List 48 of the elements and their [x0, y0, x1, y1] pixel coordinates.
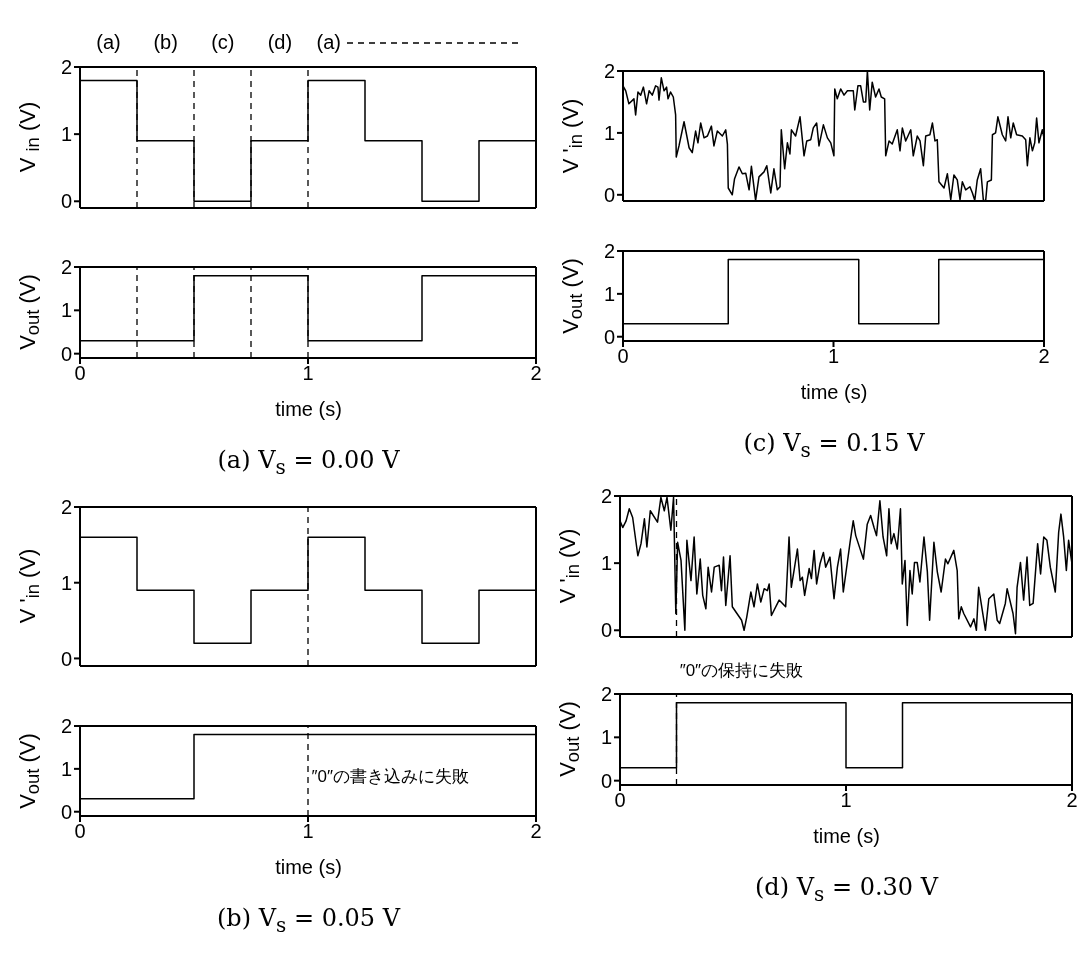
text: (d) [267, 31, 293, 53]
y-tick-label: 1 [603, 282, 615, 305]
x-axis-title: time (s) [799, 381, 869, 404]
y-tick-label: 1 [603, 122, 615, 144]
x-tick-label: 2 [1066, 789, 1077, 812]
y-tick-label: 2 [60, 715, 72, 738]
x-tick-label: 2 [1038, 345, 1050, 368]
x-tick-label: 2 [530, 820, 542, 843]
y-tick-label: 2 [603, 240, 615, 263]
x-tick-label: 2 [530, 362, 542, 385]
annotation: ″0″の書き込みに失敗 [311, 767, 469, 786]
y-tick-label: 1 [60, 757, 72, 780]
text: (b) [153, 31, 178, 53]
x-tick-label: 1 [302, 362, 314, 385]
text: (c) [211, 31, 235, 53]
text: ″0″の保持に失敗 [679, 661, 804, 680]
x-tick-label: 1 [827, 345, 840, 368]
text: (a) V$_{s}$ = 0.00 V [216, 446, 401, 479]
x-tick-label: 0 [74, 820, 86, 843]
y-tick-label: 0 [603, 183, 615, 206]
x-tick-label: 0 [74, 362, 86, 385]
x-axis-title: time (s) [274, 398, 343, 421]
y-tick-label: 1 [600, 726, 612, 749]
x-tick-label: 1 [302, 820, 314, 843]
y-tick-label: 1 [60, 123, 72, 146]
y-tick-label: 2 [60, 56, 72, 79]
x-axis-title: time (s) [274, 856, 343, 879]
y-tick-label: 2 [603, 60, 615, 83]
text: (c) V$_{s}$ = 0.15 V [742, 429, 926, 462]
text: (a) [96, 31, 121, 53]
text: (d) V$_{s}$ = 0.30 V [753, 873, 940, 906]
y-tick-label: 1 [600, 552, 612, 575]
y-tick-label: 0 [60, 190, 72, 213]
x-tick-label: 1 [840, 789, 852, 812]
y-tick-label: 0 [60, 647, 72, 670]
y-tick-label: 2 [600, 683, 612, 706]
y-tick-label: 1 [60, 299, 72, 322]
y-tick-label: 2 [60, 256, 72, 279]
y-tick-label: 0 [603, 325, 615, 348]
text: (a) [316, 31, 341, 53]
x-tick-label: 0 [617, 345, 629, 368]
y-tick-label: 0 [600, 619, 612, 642]
x-axis-title: time (s) [812, 825, 881, 848]
y-tick-label: 0 [600, 769, 612, 792]
y-tick-label: 1 [60, 571, 72, 594]
y-tick-label: 2 [60, 496, 72, 519]
text: (b) V$_{s}$ = 0.05 V [215, 904, 402, 937]
y-tick-label: 2 [600, 485, 612, 508]
